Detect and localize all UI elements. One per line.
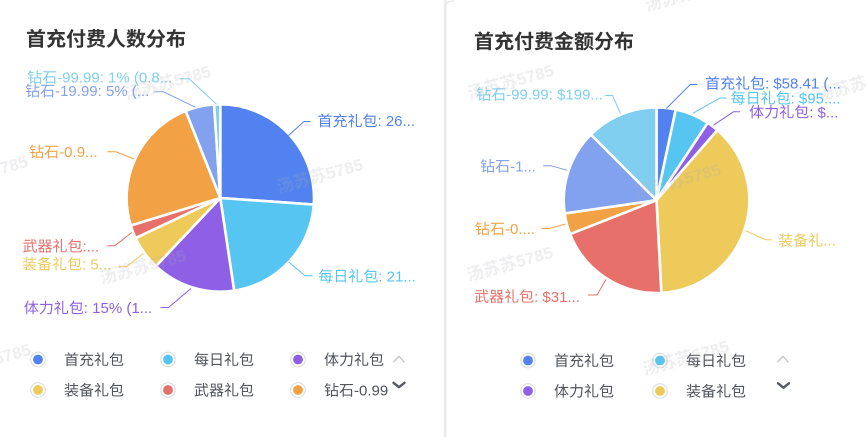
svg-text:: 21...: : 21... [378,269,416,286]
svg-text:5785: 5785 [864,63,866,91]
svg-text:-99.99: 1% (0.8...: -99.99: 1% (0.8... [57,70,172,87]
svg-text:-0....: -0.... [505,221,535,238]
svg-text:-1...: -1... [510,159,536,176]
svg-text:: $31...: : $31... [534,289,580,306]
svg-text:5785: 5785 [515,61,557,89]
svg-text:-0.9...: -0.9... [59,144,97,161]
svg-text:: 5...: : 5... [82,256,111,273]
svg-text:: 15% (1...: : 15% (1... [84,300,152,317]
svg-text:5785: 5785 [324,155,366,183]
svg-text:5785: 5785 [0,152,30,180]
svg-text:5785: 5785 [0,340,33,368]
svg-text:5785: 5785 [692,0,734,2]
svg-text:: 26...: : 26... [378,113,416,130]
svg-text::...: :... [83,239,100,256]
svg-text:: $58.41 (...: : $58.41 (... [765,76,841,93]
svg-text:...: ... [823,233,836,250]
svg-text:-0.99: -0.99 [354,383,388,400]
svg-text:5785: 5785 [514,243,556,271]
svg-text:5785: 5785 [172,62,214,90]
svg-text:: $...: : $... [809,104,838,121]
svg-text:-99.99: $199...: -99.99: $199... [506,87,603,104]
